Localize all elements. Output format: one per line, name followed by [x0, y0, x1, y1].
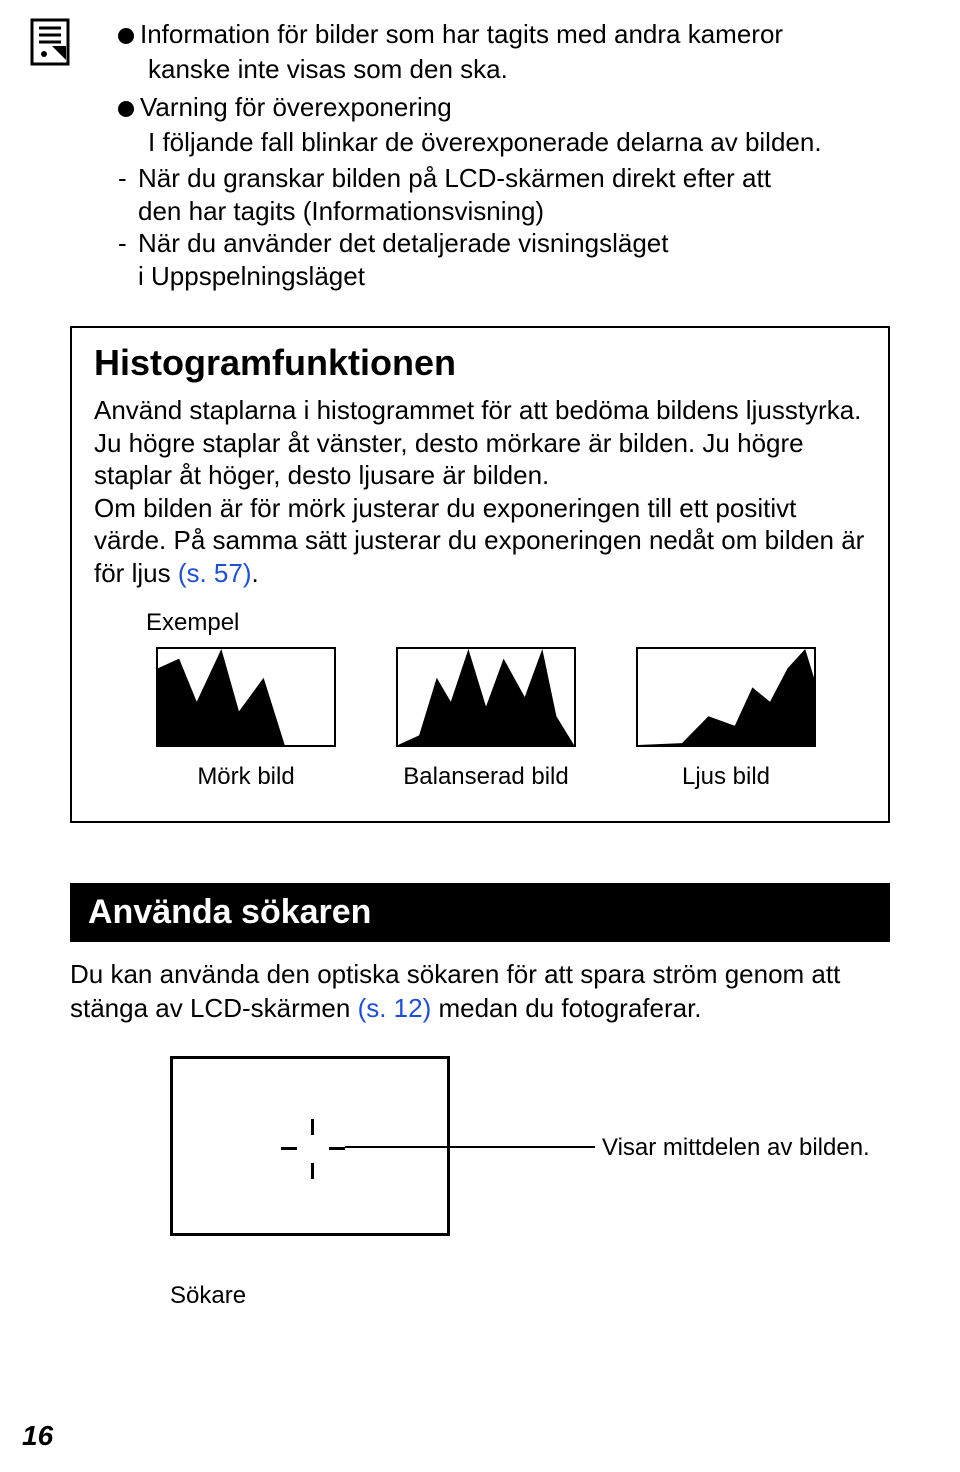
dash-marker: -	[118, 162, 138, 227]
page-number: 16	[22, 1420, 53, 1452]
bullet-warning-text: Varning för överexponering	[140, 92, 452, 122]
dash-1-l2: den har tagits (Informationsvisning)	[138, 195, 890, 228]
section-body-b: medan du fotograferar.	[431, 993, 701, 1023]
histogram-body: Använd staplarna i histogrammet för att …	[94, 394, 866, 589]
dash-2-l1: När du använder det detaljerade visnings…	[138, 227, 890, 260]
histogram-item: Mörk bild	[146, 647, 346, 791]
bullet-info-l2: kanske inte visas som den ska.	[148, 53, 890, 86]
histogram-item: Ljus bild	[626, 647, 826, 791]
histogram-frame	[636, 647, 816, 747]
section-body: Du kan använda den optiska sökaren för a…	[70, 958, 890, 1026]
histogram-box: Histogramfunktionen Använd staplarna i h…	[70, 326, 890, 823]
viewfinder-diagram: Visar mittdelen av bilden.	[170, 1056, 890, 1276]
section-title: Använda sökaren	[70, 883, 890, 942]
bullet-info-l1: Information för bilder som har tagits me…	[140, 19, 783, 49]
bullet-warning-sub: I följande fall blinkar de överexponerad…	[148, 126, 890, 159]
histogram-caption: Balanserad bild	[386, 763, 586, 791]
section-ref[interactable]: (s. 12)	[358, 993, 432, 1023]
histogram-frame	[396, 647, 576, 747]
histogram-frame	[156, 647, 336, 747]
histogram-ref[interactable]: (s. 57)	[178, 558, 252, 588]
note-icon	[30, 18, 70, 66]
histogram-item: Balanserad bild	[386, 647, 586, 791]
histogram-caption: Ljus bild	[626, 763, 826, 791]
viewfinder-caption: Sökare	[170, 1282, 890, 1310]
histogram-caption: Mörk bild	[146, 763, 346, 791]
bullet-info: Information för bilder som har tagits me…	[118, 18, 890, 51]
bullet-warning: Varning för överexponering	[118, 91, 890, 124]
dash-marker: -	[118, 227, 138, 292]
viewfinder-callout: Visar mittdelen av bilden.	[602, 1134, 870, 1162]
histogram-body-p2b: .	[252, 558, 259, 588]
dash-2-l2: i Uppspelningsläget	[138, 260, 890, 293]
histogram-title: Histogramfunktionen	[94, 342, 866, 384]
histogram-body-p1: Använd staplarna i histogrammet för att …	[94, 395, 861, 490]
dash-1-l1: När du granskar bilden på LCD-skärmen di…	[138, 162, 890, 195]
example-label: Exempel	[146, 609, 866, 637]
